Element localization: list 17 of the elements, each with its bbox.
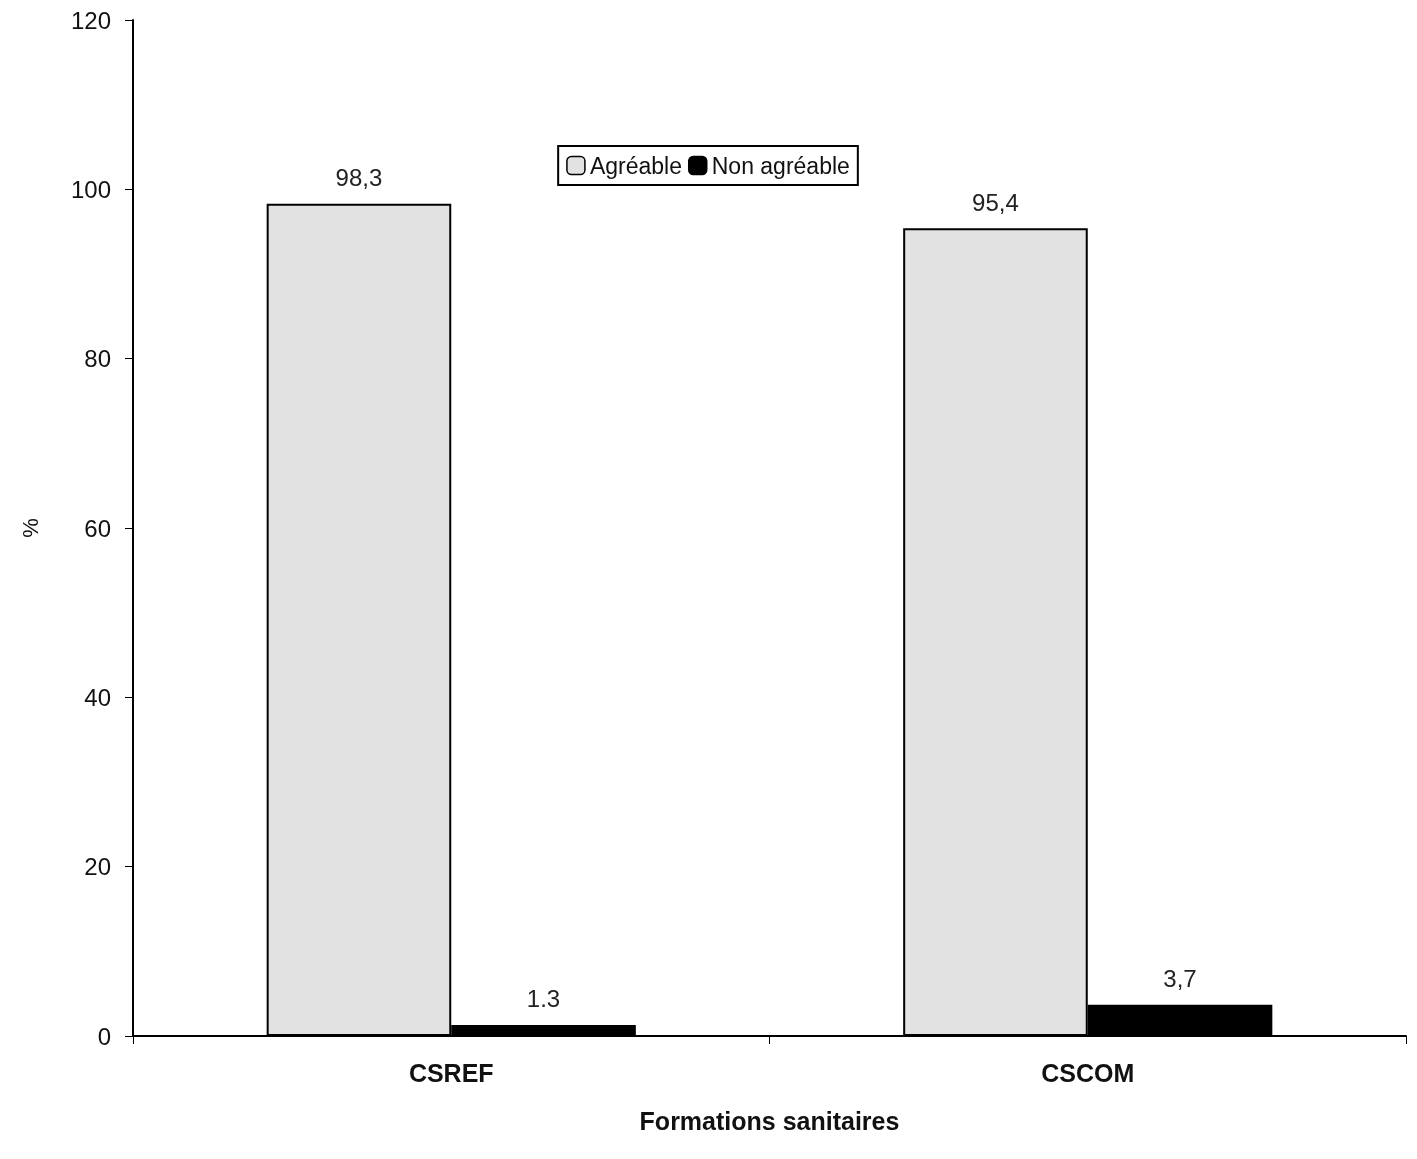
data-label: 1.3 — [526, 985, 561, 1013]
data-label: 3,7 — [1163, 965, 1197, 993]
y-tick-label: 100 — [70, 175, 111, 203]
data-label: 98,3 — [335, 164, 383, 192]
y-tick-label: 0 — [97, 1022, 111, 1050]
x-axis-title: Formations sanitaires — [639, 1106, 900, 1135]
legend-label: Agréable — [589, 152, 682, 179]
y-tick-label: 40 — [84, 683, 111, 711]
y-axis-title: % — [17, 518, 43, 538]
legend-label: Non agréable — [711, 152, 850, 179]
data-label: 95,4 — [972, 188, 1019, 216]
x-tick-label: CSCOM — [1041, 1058, 1135, 1087]
y-tick-label: 120 — [70, 6, 111, 34]
y-tick-label: 20 — [84, 853, 111, 881]
x-tick-label: CSREF — [408, 1058, 494, 1087]
y-tick-label: 80 — [84, 345, 111, 373]
y-tick-label: 60 — [84, 514, 111, 542]
